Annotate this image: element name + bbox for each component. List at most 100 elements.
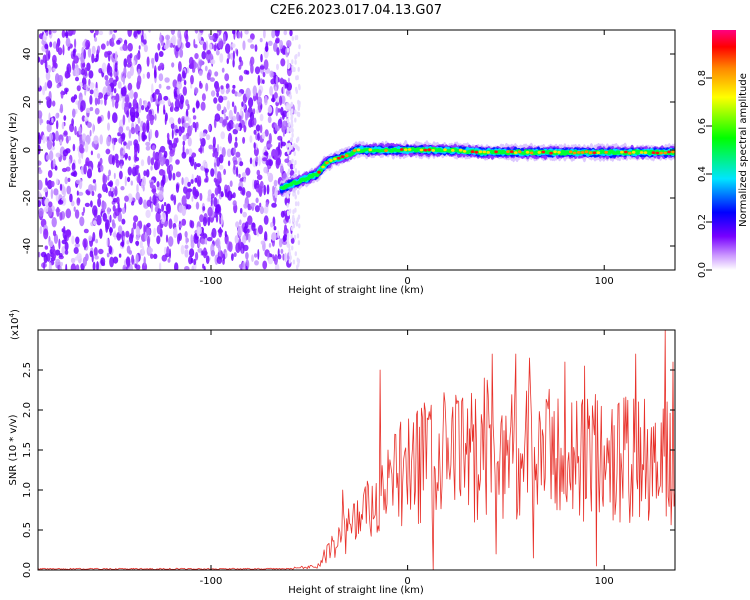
noise-speckle [254, 253, 258, 258]
noise-speckle [236, 92, 242, 97]
noise-speckle [169, 149, 175, 157]
noise-speckle [121, 132, 126, 140]
noise-speckle [170, 102, 174, 113]
signal-trace-layer [279, 140, 675, 196]
noise-speckle [254, 260, 259, 266]
noise-speckle [227, 190, 233, 201]
noise-speckle [42, 85, 46, 96]
spectrogram-panel: -100 0 100 -40 -20 0 20 40 Height of straight l… [8, 29, 676, 296]
noise-speckle [232, 200, 237, 207]
noise-speckle [170, 194, 174, 201]
signal-trace-peak [325, 161, 329, 165]
noise-speckle [45, 96, 51, 101]
noise-speckle [173, 227, 178, 239]
noise-speckle [171, 62, 175, 68]
noise-speckle [213, 44, 217, 52]
noise-speckle [136, 183, 139, 194]
noise-speckle [210, 90, 216, 97]
noise-speckle [191, 196, 194, 202]
noise-speckle [238, 186, 243, 192]
noise-speckle [255, 179, 260, 186]
noise-speckle [89, 89, 94, 95]
noise-speckle [93, 87, 99, 99]
noise-speckle [243, 177, 246, 183]
noise-speckle [190, 258, 194, 264]
noise-speckle [271, 30, 276, 39]
noise-speckle [158, 152, 163, 163]
noise-speckle [187, 137, 192, 147]
noise-speckle [204, 168, 209, 174]
noise-speckle [245, 167, 251, 176]
noise-speckle [266, 184, 270, 195]
noise-speckle [210, 59, 216, 65]
noise-speckle [185, 235, 188, 245]
noise-speckle [232, 84, 236, 89]
noise-speckle [145, 141, 151, 147]
noise-speckle [136, 52, 141, 60]
noise-speckle [232, 123, 235, 128]
noise-speckle [145, 145, 151, 151]
noise-speckle-edge [286, 171, 290, 177]
noise-speckle [45, 31, 49, 36]
noise-speckle [182, 144, 185, 155]
noise-speckle [232, 128, 238, 135]
noise-speckle-edge [286, 47, 290, 53]
noise-speckle [38, 134, 42, 145]
noise-speckle [52, 158, 56, 168]
noise-speckle [158, 73, 164, 82]
noise-speckle [177, 117, 182, 125]
noise-speckle [44, 82, 48, 91]
noise-speckle [40, 59, 44, 65]
noise-speckle [105, 148, 111, 155]
noise-speckle-edge [290, 233, 293, 239]
noise-speckle [140, 159, 145, 167]
noise-speckle [158, 83, 162, 89]
noise-speckle [105, 79, 110, 87]
noise-speckle [231, 101, 235, 108]
noise-speckle [256, 169, 261, 176]
noise-speckle [138, 220, 143, 229]
noise-speckle-layer [38, 30, 301, 270]
noise-speckle [259, 113, 264, 122]
noise-speckle [214, 113, 221, 122]
noise-speckle [239, 207, 243, 214]
noise-speckle [242, 261, 246, 270]
noise-speckle-edge [288, 104, 291, 110]
noise-speckle [106, 207, 111, 215]
noise-speckle [55, 130, 59, 142]
signal-trace-peak [333, 157, 337, 161]
noise-speckle [206, 72, 211, 81]
noise-speckle [256, 174, 263, 181]
noise-speckle [233, 162, 236, 171]
noise-speckle [49, 41, 53, 48]
noise-speckle [41, 39, 46, 46]
noise-speckle [104, 51, 109, 58]
noise-speckle-edge [297, 66, 300, 72]
noise-speckle [166, 246, 170, 257]
noise-speckle [60, 90, 64, 99]
noise-speckle [275, 106, 279, 117]
noise-speckle [65, 229, 72, 238]
noise-speckle [271, 232, 277, 241]
noise-speckle [129, 107, 136, 118]
noise-speckle [263, 215, 269, 225]
noise-speckle [61, 30, 66, 38]
noise-speckle [189, 248, 195, 258]
noise-speckle [202, 216, 207, 227]
noise-speckle [250, 56, 255, 66]
noise-speckle [91, 191, 95, 196]
noise-speckle [222, 96, 228, 101]
noise-speckle [199, 131, 204, 140]
snr-y-multiplier: (x104) [8, 309, 21, 340]
noise-speckle [187, 103, 190, 110]
noise-speckle [130, 180, 133, 186]
noise-speckle [166, 203, 171, 215]
noise-speckle [242, 40, 246, 51]
noise-speckle [213, 177, 217, 183]
noise-speckle [204, 178, 208, 183]
spectrogram-axes: -100 0 100 -40 -20 0 20 40 [22, 30, 675, 287]
noise-speckle [91, 45, 96, 55]
noise-speckle [282, 235, 286, 242]
noise-speckle [116, 234, 122, 239]
noise-speckle [94, 58, 98, 63]
